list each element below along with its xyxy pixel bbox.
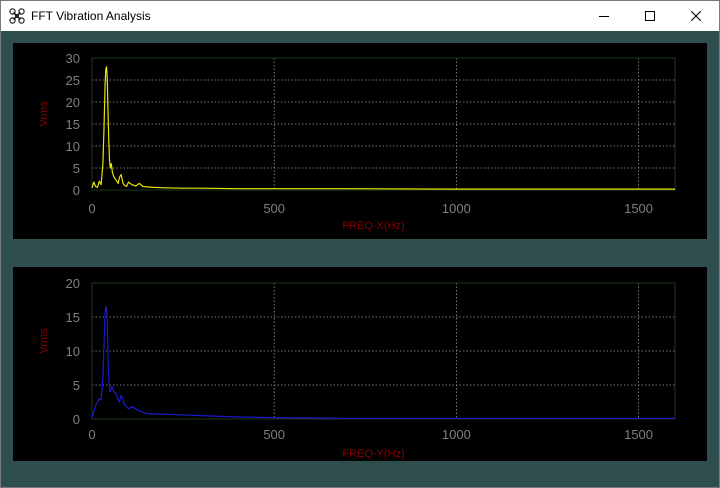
- chart1-plot-area: [91, 57, 676, 191]
- chart1-y-axis-label: Vrms: [38, 101, 50, 127]
- chart2-x-tick: 1500: [624, 427, 653, 442]
- chart2-x-axis-label: FREQ-Y(Hz): [342, 448, 404, 460]
- fft-y-chart-svg: 0 5 10 15 20 0 500 1000 1500 FREQ-Y(Hz) Vrms: [38, 276, 676, 460]
- fft-x-chart[interactable]: 0 5 10 15 20 25 30 0 500 1000 1500 FREQ-X(Hz) Vrms: [13, 43, 707, 239]
- chart1-y-tick: 10: [66, 139, 80, 154]
- chart2-y-tick: 0: [73, 412, 80, 427]
- chart2-x-tick: 500: [263, 427, 285, 442]
- chart2-y-axis-label: Vrms: [38, 328, 50, 354]
- chart2-y-tick: 20: [66, 276, 80, 291]
- title-bar[interactable]: FFT Vibration Analysis: [1, 1, 719, 31]
- chart1-y-tick: 20: [66, 95, 80, 110]
- chart1-x-tick: 500: [263, 201, 285, 216]
- chart1-y-tick: 25: [66, 73, 80, 88]
- fft-y-chart[interactable]: 0 5 10 15 20 0 500 1000 1500 FREQ-Y(Hz) Vrms: [13, 267, 707, 461]
- chart1-series-line: [91, 66, 675, 190]
- chart2-y-tick: 10: [66, 344, 80, 359]
- chart2-series-line: [91, 306, 675, 419]
- chart2-plot-area: [91, 282, 676, 420]
- chart1-y-tick: 30: [66, 51, 80, 66]
- fft-x-chart-svg: 0 5 10 15 20 25 30 0 500 1000 1500 FREQ-X(Hz) Vrms: [38, 51, 676, 232]
- maximize-icon: [645, 11, 655, 21]
- close-icon: [691, 11, 701, 21]
- drone-icon: [9, 8, 25, 24]
- chart2-x-tick: 0: [88, 427, 95, 442]
- chart1-y-tick: 5: [73, 161, 80, 176]
- chart1-x-tick: 1000: [442, 201, 471, 216]
- chart2-y-tick: 15: [66, 310, 80, 325]
- chart1-y-tick: 15: [66, 117, 80, 132]
- close-button[interactable]: [673, 1, 719, 31]
- chart1-x-tick: 0: [88, 201, 95, 216]
- chart1-x-axis-label: FREQ-X(Hz): [342, 220, 404, 232]
- window-title: FFT Vibration Analysis: [31, 9, 151, 23]
- chart1-y-tick: 0: [73, 183, 80, 198]
- chart1-x-tick: 1500: [624, 201, 653, 216]
- maximize-button[interactable]: [627, 1, 673, 31]
- content-area: 0 5 10 15 20 25 30 0 500 1000 1500 FREQ-X(Hz) Vrms 0…: [1, 31, 719, 487]
- chart2-y-tick: 5: [73, 378, 80, 393]
- minimize-icon: [599, 16, 609, 17]
- minimize-button[interactable]: [581, 1, 627, 31]
- chart2-x-tick: 1000: [442, 427, 471, 442]
